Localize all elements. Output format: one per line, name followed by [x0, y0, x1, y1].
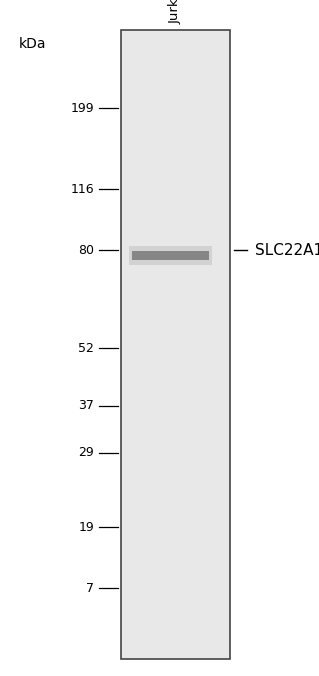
Text: 19: 19 — [78, 521, 94, 534]
Text: Jurkat: Jurkat — [169, 0, 182, 24]
Text: 7: 7 — [86, 581, 94, 595]
Text: kDa: kDa — [19, 37, 47, 51]
Text: 37: 37 — [78, 399, 94, 412]
Bar — [132, 251, 209, 260]
Text: SLC22A1: SLC22A1 — [255, 243, 319, 258]
Text: 116: 116 — [70, 183, 94, 196]
Bar — [121, 30, 230, 659]
Text: 29: 29 — [78, 446, 94, 460]
Text: 80: 80 — [78, 243, 94, 257]
Text: 52: 52 — [78, 341, 94, 355]
Text: 199: 199 — [70, 101, 94, 115]
Bar — [129, 246, 212, 265]
